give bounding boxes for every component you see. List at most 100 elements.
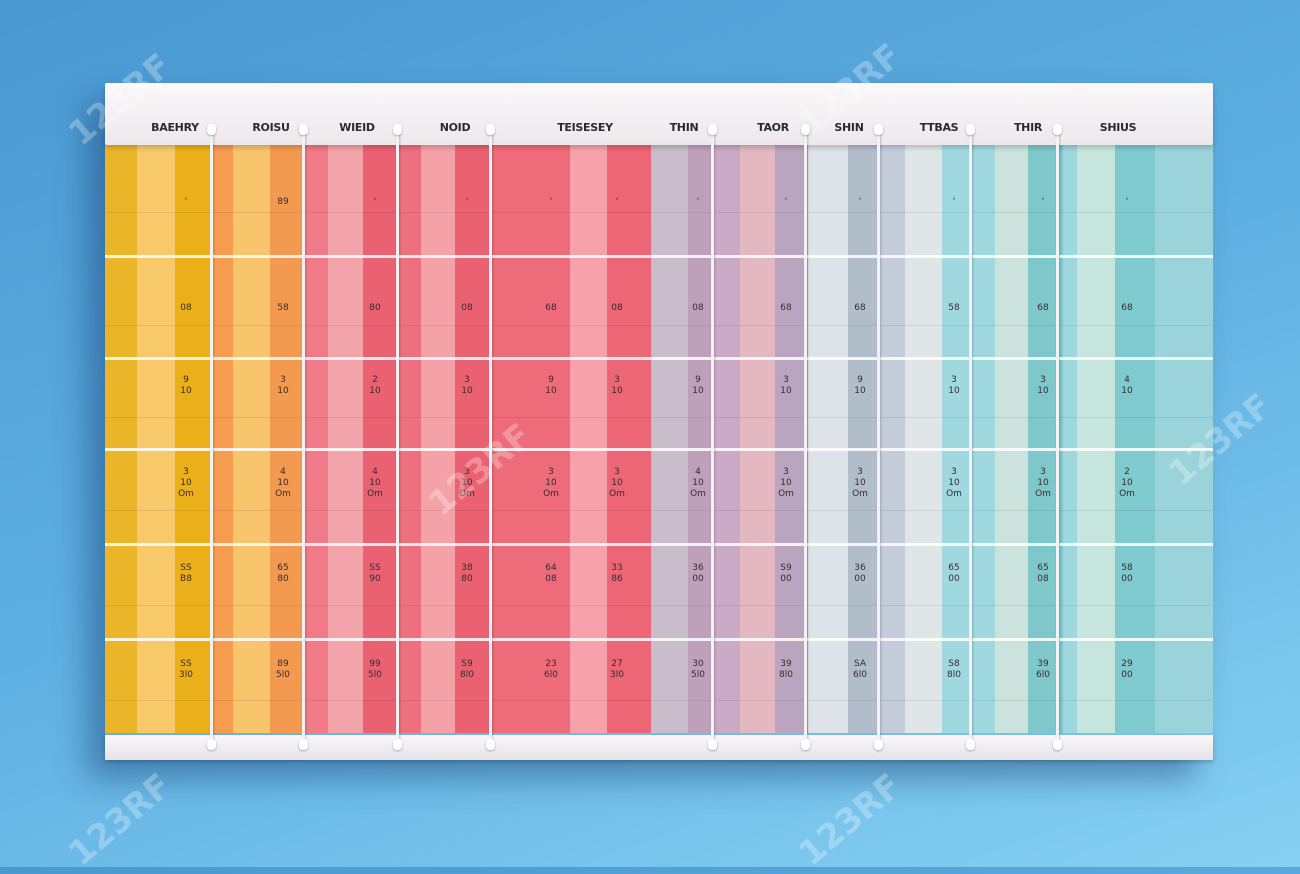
color-stripe — [210, 145, 233, 733]
cell-label: 65 80 — [277, 563, 289, 584]
cell-label: SA 6l0 — [853, 659, 867, 680]
color-stripe — [607, 145, 651, 733]
cell-label: 38 80 — [461, 563, 473, 584]
cell-label: SS B8 — [180, 563, 192, 584]
cell-label: 68 — [545, 303, 557, 313]
cell-label: 9 10 — [692, 375, 704, 396]
header-label: TTBAS — [919, 121, 959, 134]
rod-bottom-hook — [207, 739, 216, 750]
cell-label: 36 00 — [692, 563, 704, 584]
board-footer-rail — [105, 735, 1213, 760]
hanging-rod — [804, 129, 807, 747]
color-stripe — [848, 145, 878, 733]
hanging-rod — [489, 129, 492, 747]
rod-bottom-hook — [299, 739, 308, 750]
cell-label: 80 — [369, 303, 381, 313]
cell-label: 68 — [1121, 303, 1133, 313]
rod-top-hook — [207, 124, 216, 135]
color-stripe — [105, 145, 137, 733]
cell-label: 39 8l0 — [779, 659, 793, 680]
cell-label: S8 8l0 — [947, 659, 961, 680]
cell-label: ' — [184, 197, 188, 207]
hanging-rod — [396, 129, 399, 747]
color-stripe — [328, 145, 363, 733]
color-stripe — [688, 145, 712, 733]
rod-bottom-hook — [393, 739, 402, 750]
row-shade — [105, 700, 1213, 701]
color-stripe — [303, 145, 328, 733]
color-stripe — [570, 145, 607, 733]
watermark: 123RF — [791, 765, 910, 874]
row-shade — [105, 325, 1213, 326]
grid-line — [105, 638, 1213, 641]
cell-label: 2 10 Om — [1119, 467, 1135, 499]
cell-label: 68 — [1037, 303, 1049, 313]
cell-label: 4 10 Om — [690, 467, 706, 499]
color-stripe — [175, 145, 210, 733]
cell-label: 33 86 — [611, 563, 623, 584]
color-stripe — [1155, 145, 1213, 733]
cell-label: 39 6l0 — [1036, 659, 1050, 680]
cell-label: ' — [615, 197, 619, 207]
cell-label: 3 10 Om — [1035, 467, 1051, 499]
cell-label: ' — [696, 197, 700, 207]
color-stripe — [363, 145, 398, 733]
cell-label: S9 8l0 — [460, 659, 474, 680]
header-label: SHIUS — [1099, 121, 1137, 134]
cell-label: 89 — [277, 197, 289, 207]
cell-label: 3 10 — [780, 375, 792, 396]
color-stripe — [137, 145, 175, 733]
color-stripe — [1115, 145, 1155, 733]
grid-line — [105, 357, 1213, 360]
cell-label: 3 10 Om — [946, 467, 962, 499]
cell-label: 23 6l0 — [544, 659, 558, 680]
rod-bottom-hook — [966, 739, 975, 750]
cell-label: 27 3l0 — [610, 659, 624, 680]
cell-label: ' — [952, 197, 956, 207]
cell-label: 65 08 — [1037, 563, 1049, 584]
color-stripe — [233, 145, 270, 733]
row-shade — [105, 212, 1213, 213]
header-label: SHIN — [834, 121, 864, 134]
cell-label: 58 — [948, 303, 960, 313]
cell-label: 3 10 — [277, 375, 289, 396]
rod-bottom-hook — [1053, 739, 1062, 750]
board-header: BAEHRY ROISU WIEID NOID TEISESEY THIN TAOR SHIN… — [105, 83, 1213, 145]
cell-label: S9 00 — [780, 563, 792, 584]
cell-label: 9 10 — [545, 375, 557, 396]
color-stripe — [740, 145, 775, 733]
grid-line — [105, 255, 1213, 258]
hanging-rod — [969, 129, 972, 747]
wall-planner-board: BAEHRY ROISU WIEID NOID TEISESEY THIN TAOR SHIN… — [105, 83, 1213, 760]
rod-bottom-hook — [486, 739, 495, 750]
rod-top-hook — [874, 124, 883, 135]
rod-top-hook — [393, 124, 402, 135]
cell-label: 3 10 Om — [459, 467, 475, 499]
cell-label: ' — [465, 197, 469, 207]
cell-label: 3 10 Om — [852, 467, 868, 499]
color-stripe — [808, 145, 848, 733]
cell-label: ' — [549, 197, 553, 207]
color-stripe — [712, 145, 740, 733]
cell-label: 3 10 Om — [543, 467, 559, 499]
cell-label: ' — [858, 197, 862, 207]
hanging-rod — [210, 129, 213, 747]
header-label: THIR — [1013, 121, 1043, 134]
cell-label: ' — [1041, 197, 1045, 207]
cell-label: 08 — [692, 303, 704, 313]
cell-label: 9 10 — [854, 375, 866, 396]
cell-label: SS 3l0 — [179, 659, 193, 680]
cell-label: 08 — [180, 303, 192, 313]
header-label: THIN — [669, 121, 699, 134]
rod-top-hook — [966, 124, 975, 135]
cell-label: 65 00 — [948, 563, 960, 584]
cell-label: 68 — [854, 303, 866, 313]
row-shade — [105, 417, 1213, 418]
cell-label: 36 00 — [854, 563, 866, 584]
header-label: TAOR — [757, 121, 789, 134]
hanging-rod — [711, 129, 714, 747]
cell-label: 64 08 — [545, 563, 557, 584]
header-label: NOID — [439, 121, 471, 134]
cell-label: 4 10 Om — [367, 467, 383, 499]
rod-bottom-hook — [874, 739, 883, 750]
